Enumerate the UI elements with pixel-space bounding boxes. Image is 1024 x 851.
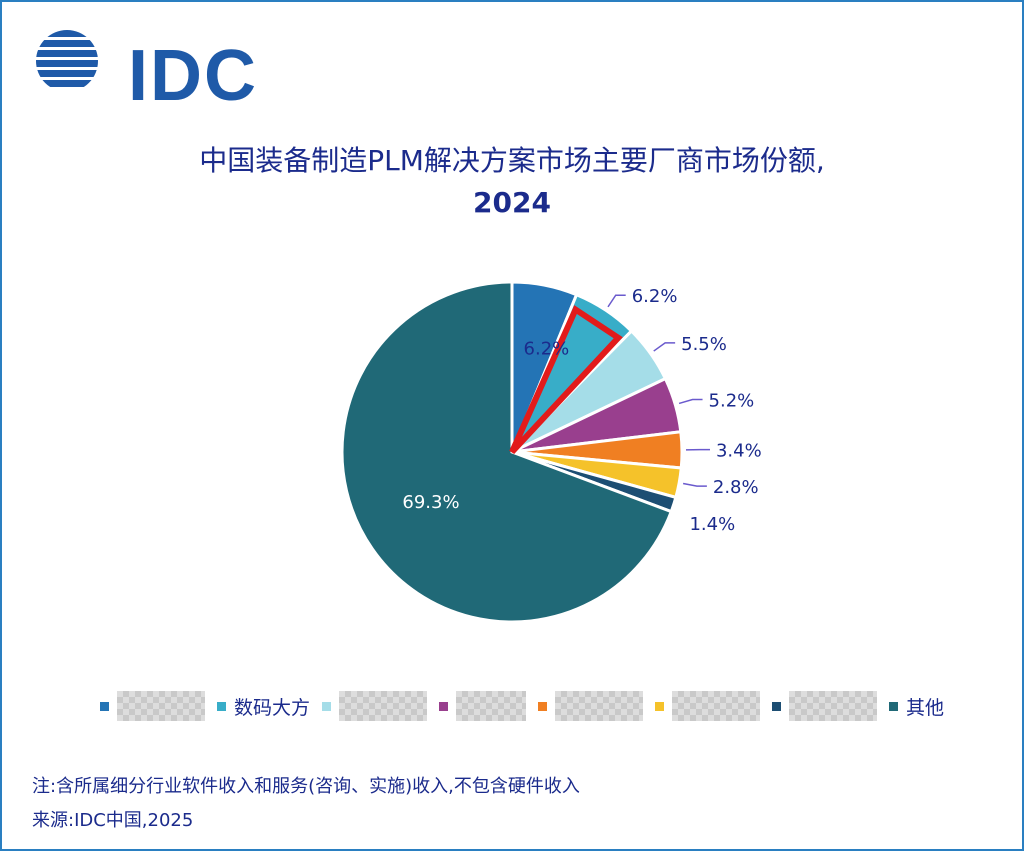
data-label-6: 2.8% <box>713 477 759 498</box>
data-label-8: 69.3% <box>402 492 459 513</box>
highlight-outline <box>509 305 623 455</box>
leader-line-3 <box>653 342 676 352</box>
pie-slice-8 <box>340 280 674 624</box>
data-label-5: 3.4% <box>716 441 762 462</box>
data-label-2: 6.2% <box>632 286 678 307</box>
legend-item-6 <box>655 691 761 721</box>
legend-swatch <box>655 701 665 711</box>
title-line-1: 中国装备制造PLM解决方案市场主要厂商市场份额, <box>199 144 825 177</box>
title-line-2: 2024 <box>473 186 551 219</box>
leader-line-4 <box>678 398 703 405</box>
chart-title: 中国装备制造PLM解决方案市场主要厂商市场份额, 2024 <box>0 140 1024 224</box>
idc-logo: IDC <box>30 22 256 112</box>
redacted-label <box>555 691 644 721</box>
leader-line-6 <box>682 482 707 487</box>
source-line: 来源:IDC中国,2025 <box>32 810 194 831</box>
legend-label: 数码大方 <box>234 696 311 719</box>
data-label-4: 5.2% <box>709 391 755 412</box>
legend-item-2: 数码大方 <box>217 693 310 720</box>
globe-icon <box>36 30 98 87</box>
redacted-label <box>456 691 527 721</box>
data-label-1: 6.2% <box>524 339 570 360</box>
redacted-label <box>789 691 878 721</box>
legend-swatch <box>439 701 449 711</box>
legend-item-4 <box>439 691 527 721</box>
legend-swatch <box>772 701 782 711</box>
legend-swatch <box>217 701 226 711</box>
legend-swatch <box>538 701 548 711</box>
redacted-label <box>117 691 205 721</box>
legend-item-1 <box>100 691 205 721</box>
redacted-label <box>672 691 761 721</box>
data-label-7: 1.4% <box>689 514 735 535</box>
footnote: 注:含所属细分行业软件收入和服务(咨询、实施)收入,不包含硬件收入 <box>32 776 580 797</box>
legend-swatch <box>322 701 332 711</box>
chart-legend: 数码大方 其他 <box>100 688 956 724</box>
logo-text: IDC <box>128 36 258 116</box>
redacted-label <box>339 691 428 721</box>
legend-item-8: 其他 <box>889 693 944 720</box>
legend-swatch <box>889 701 899 711</box>
legend-label: 其他 <box>906 696 945 719</box>
legend-swatch <box>100 701 109 711</box>
legend-item-7 <box>772 691 878 721</box>
legend-item-5 <box>538 691 644 721</box>
leader-line-2 <box>607 294 626 308</box>
data-label-3: 5.5% <box>681 334 727 355</box>
footer-notes: 注:含所属细分行业软件收入和服务(咨询、实施)收入,不包含硬件收入 来源:IDC… <box>32 770 580 838</box>
legend-item-3 <box>322 691 428 721</box>
